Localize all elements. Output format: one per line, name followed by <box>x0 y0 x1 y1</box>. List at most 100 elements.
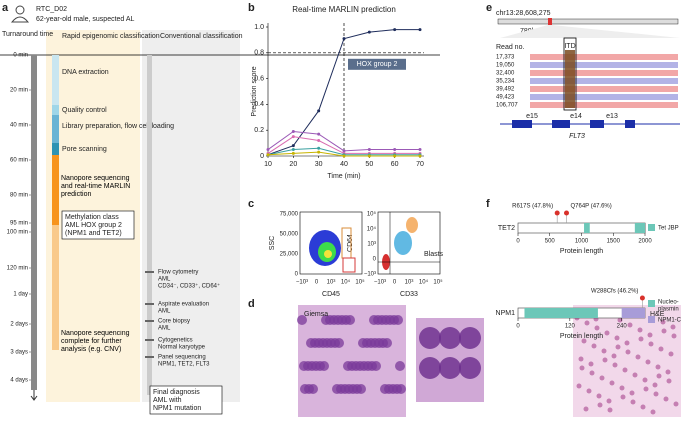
y-axis-label: Prediction score <box>251 66 258 116</box>
step-bar <box>52 105 59 115</box>
person-icon <box>10 16 30 23</box>
step-wrap: Nanopore sequencing and real-time MARLIN… <box>61 175 130 198</box>
tick-label: 10³ <box>367 242 376 248</box>
time-label: 95 min <box>10 221 28 227</box>
cell <box>619 385 625 391</box>
point <box>291 129 295 133</box>
step-bar <box>52 55 59 105</box>
cell <box>668 351 674 357</box>
cell <box>604 330 610 336</box>
panel-letter: f <box>486 198 490 210</box>
read-no: 35,234 <box>496 79 515 85</box>
domain <box>634 223 645 233</box>
density <box>324 250 332 258</box>
point <box>266 148 270 152</box>
point <box>317 132 321 136</box>
conv-step: AML <box>158 309 171 315</box>
axis-label: CD64 <box>347 234 354 252</box>
step: Pore scanning <box>62 146 107 153</box>
cell <box>439 357 461 379</box>
cell <box>647 332 653 338</box>
point <box>418 154 422 158</box>
density <box>394 231 412 255</box>
cell <box>299 361 309 371</box>
legend-label: plasmin <box>658 307 679 313</box>
point <box>317 150 321 154</box>
person-icon <box>15 5 25 15</box>
time-label: 100 min <box>7 230 28 236</box>
tick-label: 0 <box>315 280 319 286</box>
mutation-label: W288Cfs (46.2%) <box>591 289 638 295</box>
panel-letter: b <box>248 2 255 14</box>
cell <box>656 373 662 379</box>
tick-label: −10³ <box>296 280 308 286</box>
zoom <box>500 25 680 38</box>
protein <box>517 222 646 234</box>
time-label: 3 days <box>10 350 28 356</box>
cell <box>614 335 620 341</box>
cell <box>612 362 618 368</box>
panel-letter: c <box>248 198 254 210</box>
read <box>530 102 678 108</box>
time-label: 0 min <box>13 53 28 59</box>
gate <box>342 257 356 273</box>
domain <box>524 308 598 318</box>
cell <box>588 361 594 367</box>
tick-label: −10³ <box>374 280 386 286</box>
cell <box>606 398 612 404</box>
x-tick-label: 40 <box>340 161 348 168</box>
legend-label: Nucleo- <box>658 300 679 306</box>
result-box <box>61 210 135 240</box>
cell <box>459 327 481 349</box>
tick-label: 2000 <box>638 239 652 245</box>
read-no: 39,492 <box>496 87 515 93</box>
cell <box>615 344 621 350</box>
stain-label: H&E <box>650 311 665 318</box>
conv-marker <box>145 320 154 322</box>
read <box>530 70 678 76</box>
cell <box>419 357 441 379</box>
point <box>418 148 422 152</box>
cell <box>601 348 607 354</box>
time-label: 60 min <box>10 158 28 164</box>
cell <box>596 393 602 399</box>
conv-marker <box>145 271 154 273</box>
final: AML with <box>153 397 182 404</box>
timeline <box>31 55 37 390</box>
tick-label: 10⁵ <box>433 279 443 286</box>
conv-bar <box>147 55 152 395</box>
read-no: 17,373 <box>496 55 515 61</box>
cell <box>658 346 664 352</box>
cell <box>671 333 677 339</box>
cell <box>602 357 608 363</box>
ideogram <box>497 18 679 25</box>
y-tick-label: 0.8 <box>254 50 264 57</box>
conv-step: Panel sequencing <box>158 355 206 361</box>
density <box>406 217 418 233</box>
cell <box>332 384 342 394</box>
x-tick-label: 30 <box>315 161 323 168</box>
x-tick-label: 20 <box>289 161 297 168</box>
cell <box>578 356 584 362</box>
read-header: Read no. <box>496 44 524 51</box>
point <box>342 37 346 41</box>
tick-label: 10⁴ <box>341 279 351 286</box>
annotation: HOX group 2 <box>357 61 398 68</box>
read-no: 49,423 <box>496 95 515 101</box>
annotation-box <box>348 58 406 70</box>
cell <box>591 343 597 349</box>
time-label: 4 days <box>10 378 28 384</box>
cell <box>597 402 603 408</box>
cell <box>594 325 600 331</box>
cell <box>380 384 390 394</box>
x-tick-label: 10 <box>264 161 272 168</box>
cell <box>652 382 658 388</box>
step-bar <box>52 115 59 143</box>
cell <box>663 396 669 402</box>
cell <box>343 361 353 371</box>
tick-label: 0 <box>516 239 520 245</box>
read <box>530 86 678 92</box>
cell <box>609 380 615 386</box>
conv-step: Normal karyotype <box>158 345 206 351</box>
result: AML HOX group 2 <box>65 222 122 229</box>
